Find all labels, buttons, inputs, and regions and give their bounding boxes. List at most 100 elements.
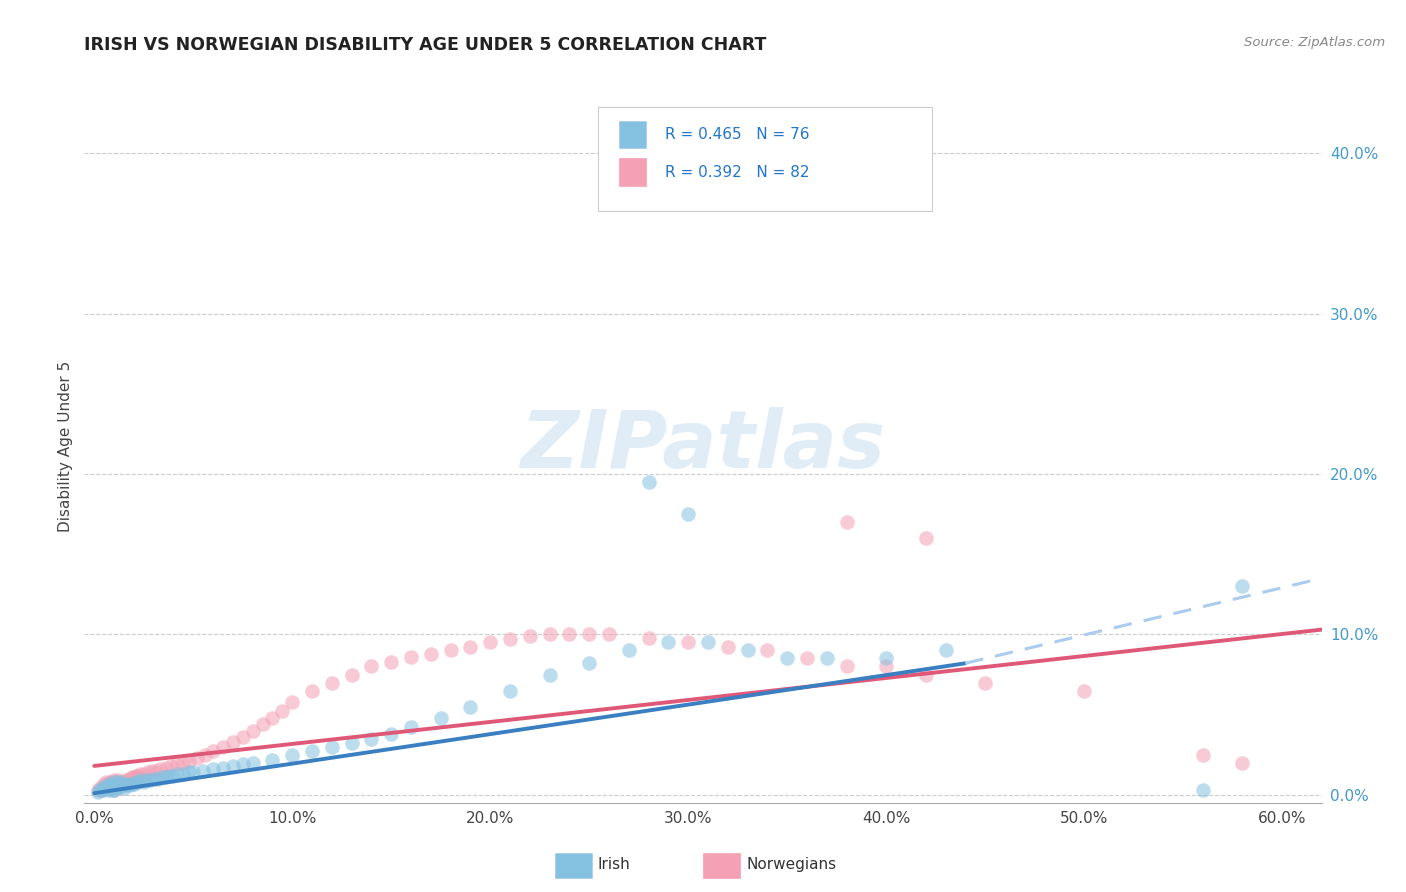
Text: IRISH VS NORWEGIAN DISABILITY AGE UNDER 5 CORRELATION CHART: IRISH VS NORWEGIAN DISABILITY AGE UNDER … — [84, 36, 766, 54]
Point — [97, 783, 120, 797]
Point — [212, 739, 235, 754]
Point — [89, 781, 111, 796]
Text: R = 0.392   N = 82: R = 0.392 N = 82 — [665, 165, 808, 180]
Point — [538, 667, 561, 681]
Point — [262, 711, 284, 725]
Point — [166, 767, 188, 781]
Point — [118, 772, 141, 786]
Point — [1232, 579, 1254, 593]
Point — [676, 635, 699, 649]
Point — [676, 507, 699, 521]
Point — [111, 778, 134, 792]
Point — [717, 640, 740, 655]
Point — [160, 759, 183, 773]
Point — [138, 773, 160, 788]
Point — [111, 775, 134, 789]
Point — [1192, 747, 1215, 762]
Point — [301, 683, 323, 698]
Point — [181, 765, 204, 780]
Point — [87, 783, 110, 797]
Point — [98, 780, 121, 794]
Point — [108, 776, 131, 790]
Point — [657, 635, 679, 649]
Point — [159, 768, 181, 782]
Point — [103, 778, 125, 792]
Point — [162, 768, 184, 782]
Point — [439, 643, 461, 657]
Point — [94, 781, 117, 796]
Point — [578, 627, 600, 641]
Point — [105, 775, 128, 789]
Point — [127, 768, 149, 782]
Point — [105, 776, 128, 790]
Point — [98, 781, 121, 796]
Point — [815, 651, 838, 665]
Point — [98, 775, 121, 789]
Text: R = 0.465   N = 76: R = 0.465 N = 76 — [665, 128, 808, 143]
Point — [578, 657, 600, 671]
Point — [112, 776, 135, 790]
Point — [321, 675, 343, 690]
Y-axis label: Disability Age Under 5: Disability Age Under 5 — [58, 360, 73, 532]
Point — [281, 695, 304, 709]
Point — [172, 767, 194, 781]
Point — [796, 651, 818, 665]
Point — [132, 775, 155, 789]
Point — [499, 632, 522, 647]
Point — [132, 767, 155, 781]
Point — [128, 773, 150, 788]
Point — [499, 683, 522, 698]
Point — [105, 780, 128, 794]
Point — [87, 784, 110, 798]
Point — [101, 783, 124, 797]
Point — [1073, 683, 1095, 698]
FancyBboxPatch shape — [619, 159, 647, 186]
Point — [191, 764, 214, 778]
Point — [127, 775, 149, 789]
Point — [112, 781, 135, 796]
Point — [340, 667, 363, 681]
Point — [637, 631, 659, 645]
Point — [301, 744, 323, 758]
FancyBboxPatch shape — [554, 853, 592, 878]
Point — [145, 764, 167, 778]
Point — [107, 773, 129, 788]
Point — [429, 711, 451, 725]
Point — [558, 627, 581, 641]
Point — [737, 643, 759, 657]
Point — [202, 744, 225, 758]
Point — [242, 756, 264, 770]
Point — [697, 635, 720, 649]
Point — [419, 647, 441, 661]
Point — [212, 760, 235, 774]
Point — [108, 775, 131, 789]
Point — [117, 773, 139, 788]
Point — [115, 778, 138, 792]
Point — [360, 659, 382, 673]
Point — [97, 781, 120, 796]
Point — [155, 770, 177, 784]
Point — [1192, 783, 1215, 797]
Point — [179, 765, 201, 780]
Point — [103, 783, 125, 797]
Point — [94, 781, 117, 796]
Point — [875, 651, 897, 665]
Point — [112, 776, 135, 790]
Text: Source: ZipAtlas.com: Source: ZipAtlas.com — [1244, 36, 1385, 49]
Point — [914, 667, 936, 681]
Point — [107, 780, 129, 794]
Point — [479, 635, 502, 649]
Point — [115, 773, 138, 788]
Point — [103, 773, 125, 788]
Point — [93, 781, 115, 796]
Point — [122, 776, 145, 790]
Point — [202, 762, 225, 776]
Point — [97, 776, 120, 790]
Point — [91, 783, 114, 797]
FancyBboxPatch shape — [703, 853, 740, 878]
Point — [103, 775, 125, 789]
Point — [146, 772, 169, 786]
Point — [399, 721, 422, 735]
Point — [98, 776, 121, 790]
Point — [776, 651, 799, 665]
